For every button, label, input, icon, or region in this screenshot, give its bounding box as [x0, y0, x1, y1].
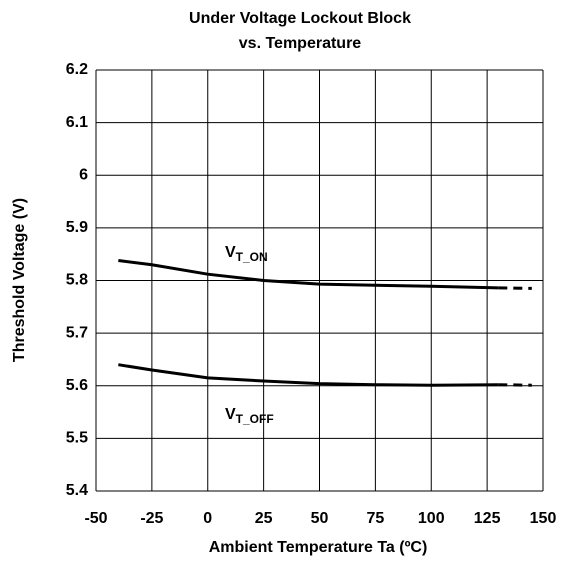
x-tick-label: 100: [418, 510, 445, 527]
annotation: VT_ON: [225, 244, 268, 264]
chart-title: Under Voltage Lockout Block: [189, 10, 411, 27]
x-tick-label: 125: [474, 510, 501, 527]
y-tick-label: 5.5: [66, 430, 88, 447]
annotation-subscript: T_ON: [236, 250, 268, 264]
annotation-subscript: T_OFF: [236, 412, 274, 426]
y-axis-label: Threshold Voltage (V): [11, 198, 28, 362]
annotation: VT_OFF: [225, 406, 274, 426]
line: [498, 383, 532, 387]
x-tick-label: 50: [311, 510, 329, 527]
x-tick-label: 150: [530, 510, 557, 527]
x-tick-label: 75: [366, 510, 384, 527]
annotation-text: V: [225, 244, 236, 261]
chart-title: vs. Temperature: [239, 35, 362, 52]
x-tick-label: 25: [255, 510, 273, 527]
annotation-text: V: [225, 406, 236, 423]
y-tick-label: 5.7: [66, 324, 88, 341]
y-tick-label: 6.2: [66, 61, 88, 78]
y-tick-label: 5.6: [66, 377, 88, 394]
y-tick-label: 5.4: [66, 482, 88, 499]
y-tick-label: 6: [79, 166, 88, 183]
x-tick-label: 0: [203, 510, 212, 527]
line: [118, 259, 499, 290]
y-tick-label: 5.9: [66, 219, 88, 236]
x-tick-label: -25: [140, 510, 163, 527]
x-tick-label: -50: [84, 510, 107, 527]
y-tick-label: 6.1: [66, 114, 88, 131]
y-tick-label: 5.8: [66, 272, 88, 289]
x-axis-label: Ambient Temperature Ta (ºC): [209, 539, 428, 556]
line: [118, 363, 499, 387]
line: [498, 286, 532, 290]
